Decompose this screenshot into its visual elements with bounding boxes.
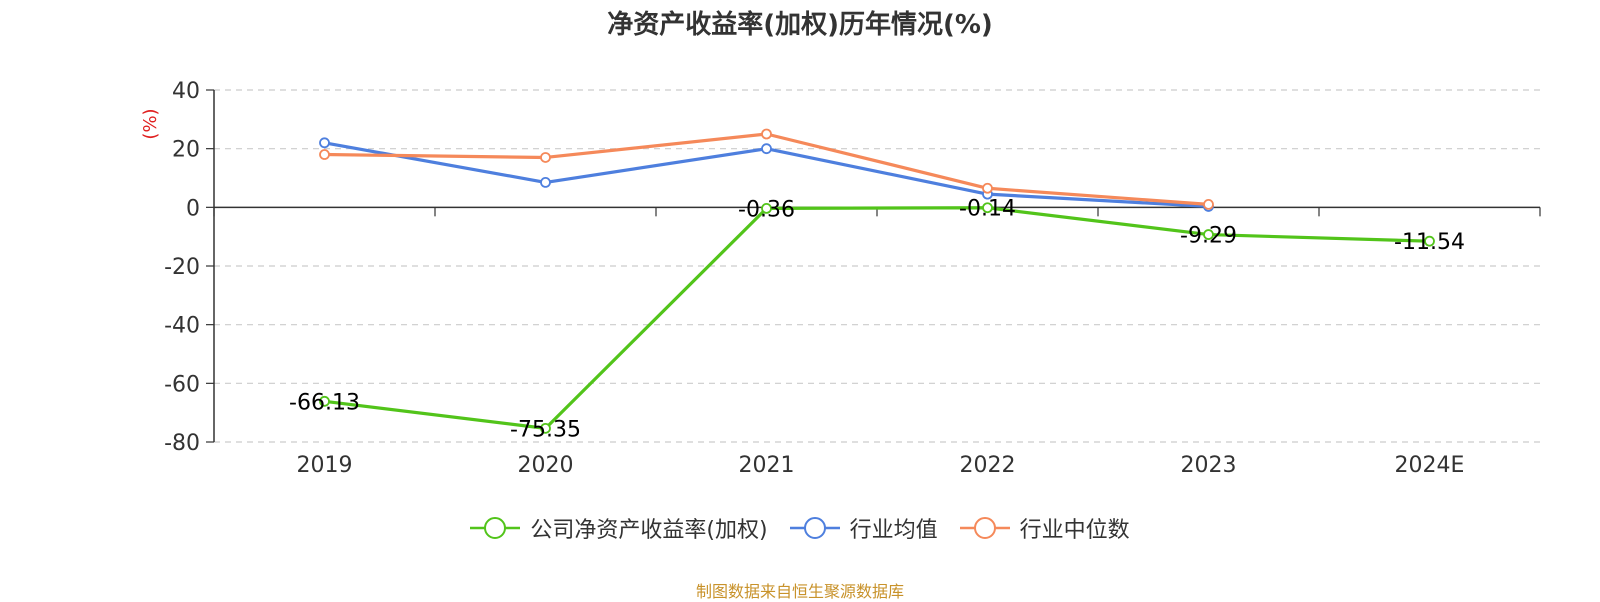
x-tick-label: 2020 (518, 453, 574, 478)
x-tick-label: 2021 (739, 453, 795, 478)
source-note: 制图数据来自恒生聚源数据库 (695, 582, 904, 601)
data-label: -11.54 (1394, 230, 1465, 255)
data-label: -0.36 (738, 197, 795, 222)
y-tick-label: 0 (186, 196, 200, 221)
x-tick-label: 2024E (1395, 453, 1465, 478)
y-tick-label: -80 (164, 431, 200, 456)
data-point (761, 128, 772, 140)
data-point (1203, 229, 1214, 240)
data-label: -66.13 (289, 390, 360, 415)
data-label: -0.14 (959, 197, 1016, 222)
data-point (982, 202, 993, 214)
legend-line-circle-icon (959, 517, 1010, 539)
y-tick-label: -40 (164, 314, 200, 339)
y-tick-label: -20 (164, 255, 200, 280)
x-tick-label: 2019 (297, 453, 353, 478)
y-tick-label: 40 (172, 79, 200, 104)
data-point (1424, 235, 1435, 247)
data-point (319, 395, 330, 407)
x-tick-label: 2023 (1181, 453, 1237, 478)
legend-label: 公司净资产收益率(加权) (530, 518, 768, 543)
legend-line-circle-icon (789, 517, 840, 539)
data-point (761, 143, 772, 155)
x-tick-label: 2022 (960, 453, 1016, 478)
data-point (1203, 198, 1214, 210)
legend-line-circle-icon (470, 517, 521, 539)
chart-title: 净资产收益率(加权)历年情况(%) (607, 10, 993, 40)
y-axis-label: (%) (140, 108, 161, 139)
legend-item[interactable]: 行业中位数 (959, 512, 1130, 544)
data-point (540, 422, 551, 434)
data-label: -9.29 (1180, 224, 1237, 249)
legend-item[interactable]: 公司净资产收益率(加权) (470, 512, 768, 544)
data-point (982, 182, 993, 194)
data-label: -75.35 (510, 417, 581, 442)
grid-layer (214, 89, 1540, 443)
legend: 公司净资产收益率(加权) 行业均值 行业中位数 (0, 512, 1600, 544)
data-label-layer: -66.13 -75.35 -0.36 -0.14 -9.29 -11.54 (289, 197, 1465, 443)
data-point (319, 137, 330, 149)
data-point (540, 176, 551, 188)
y-tick-label: -60 (164, 372, 200, 397)
legend-item[interactable]: 行业均值 (789, 512, 938, 544)
series-layer (319, 128, 1435, 434)
data-point (761, 202, 772, 214)
legend-label: 行业中位数 (1019, 518, 1130, 543)
axis-layer: 40 20 0 -20 -40 -60 -80 2019 2020 2021 2022 2023 202… (164, 79, 1541, 478)
data-point (540, 152, 551, 163)
series-line (324, 206, 1430, 430)
data-point (319, 149, 330, 160)
legend-label: 行业均值 (849, 518, 938, 543)
y-tick-label: 20 (172, 138, 200, 163)
